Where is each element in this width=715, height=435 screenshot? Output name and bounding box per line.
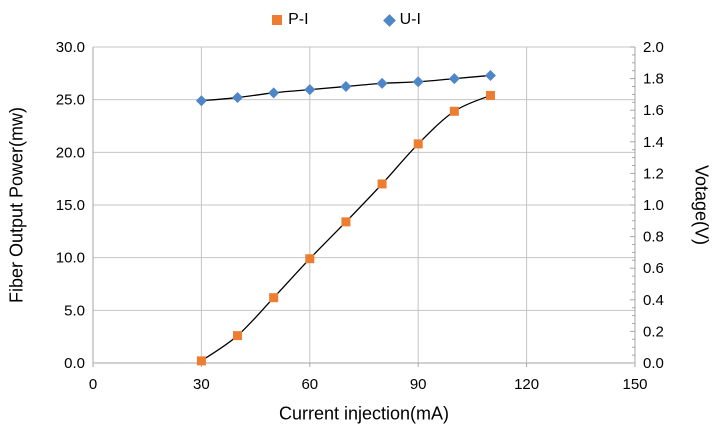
y-right-tick-label: 0.8 (643, 229, 664, 246)
y-right-tick-label: 1.6 (643, 102, 664, 119)
y-right-tick-label: 0.0 (643, 355, 664, 372)
data-point-p-i[interactable] (196, 356, 206, 366)
y-left-tick-label: 5.0 (64, 302, 85, 319)
x-axis-label: Current injection(mA) (278, 403, 450, 424)
diamond-marker-icon (382, 13, 396, 27)
y-right-tick-label: 0.6 (643, 260, 664, 277)
y-right-tick-label: 1.2 (643, 165, 664, 182)
data-point-u-i[interactable] (340, 81, 352, 92)
data-point-p-i[interactable] (485, 90, 495, 100)
y-left-tick-label: 10.0 (56, 250, 85, 267)
data-point-u-i[interactable] (448, 73, 460, 85)
data-point-u-i[interactable] (268, 87, 280, 99)
x-tick-label: 60 (301, 376, 318, 393)
y-right-tick-label: 1.8 (643, 71, 664, 88)
x-tick-label: 90 (410, 376, 427, 393)
data-point-u-i[interactable] (195, 95, 207, 107)
data-point-u-i[interactable] (376, 77, 388, 89)
y-left-tick-label: 15.0 (56, 197, 85, 214)
y-left-tick-label: 20.0 (56, 144, 85, 161)
y-left-tick-label: 30.0 (56, 39, 85, 56)
y-left-tick-label: 0.0 (64, 355, 85, 372)
data-point-u-i[interactable] (304, 84, 316, 96)
trendline-p-i (201, 94, 491, 362)
data-point-p-i[interactable] (377, 179, 387, 189)
legend: P-I U-I (0, 11, 715, 29)
x-tick-label: 30 (193, 376, 210, 393)
data-point-p-i[interactable] (413, 139, 423, 149)
data-point-p-i[interactable] (341, 217, 351, 227)
data-point-p-i[interactable] (233, 331, 243, 341)
x-tick-label: 120 (514, 376, 539, 393)
legend-label-p-i: P-I (288, 11, 309, 28)
y-right-tick-label: 0.4 (643, 292, 664, 309)
data-point-p-i[interactable] (269, 293, 279, 303)
y-right-tick-label: 1.4 (643, 134, 664, 151)
data-point-p-i[interactable] (449, 106, 459, 116)
y-right-tick-label: 2.0 (643, 39, 664, 56)
legend-item-p-i[interactable]: P-I (272, 11, 309, 29)
data-point-p-i[interactable] (305, 254, 315, 264)
y-right-tick-label: 0.2 (643, 323, 664, 340)
legend-label-u-i: U-I (399, 11, 421, 28)
x-tick-label: 150 (622, 376, 647, 393)
y-axis-label-left: Fiber Output Power(mw) (6, 106, 27, 304)
legend-item-u-i[interactable]: U-I (382, 11, 421, 29)
y-left-tick-label: 25.0 (56, 92, 85, 109)
y-axis-label-right: Votage(V) (691, 164, 712, 246)
y-right-tick-label: 1.0 (643, 197, 664, 214)
data-point-u-i[interactable] (484, 69, 496, 81)
data-point-u-i[interactable] (232, 92, 244, 104)
data-point-u-i[interactable] (412, 76, 424, 88)
square-marker-icon (272, 15, 283, 25)
x-tick-label: 0 (89, 376, 97, 393)
